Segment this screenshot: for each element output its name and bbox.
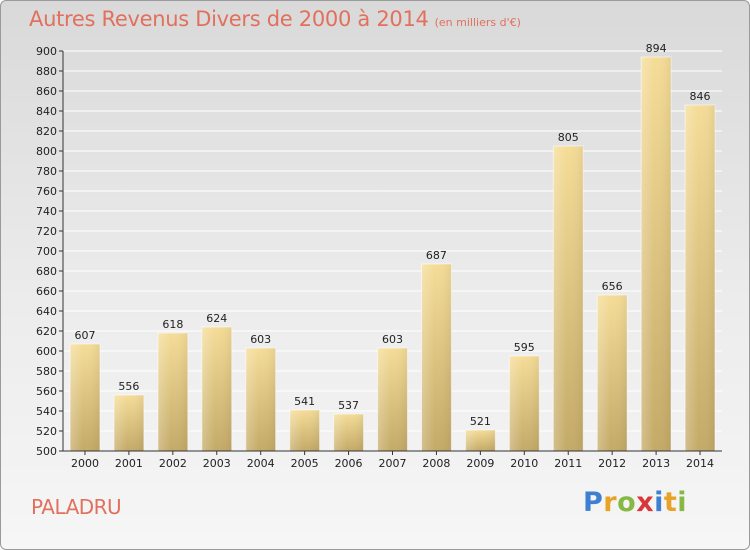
- logo-letter: t: [663, 487, 678, 518]
- bar-shine: [465, 430, 496, 451]
- chart-subtitle: (en milliers d'€): [434, 16, 521, 29]
- data-label: 687: [426, 249, 447, 262]
- bar-2007: [377, 347, 408, 452]
- y-tick-label: 580: [36, 365, 57, 378]
- x-tick-label: 2009: [466, 457, 494, 470]
- logo-letter: o: [617, 487, 637, 518]
- y-tick-label: 740: [36, 205, 57, 218]
- data-label: 894: [646, 42, 667, 55]
- data-label: 537: [338, 399, 359, 412]
- x-tick-label: 2014: [686, 457, 714, 470]
- y-tick-label: 620: [36, 325, 57, 338]
- proxiti-logo: Proxiti: [583, 487, 687, 518]
- y-tick-label: 780: [36, 165, 57, 178]
- bar-shine: [157, 333, 188, 451]
- data-label: 603: [250, 333, 271, 346]
- bar-2003: [201, 326, 233, 452]
- x-tick-label: 2013: [642, 457, 670, 470]
- data-label: 541: [294, 395, 315, 408]
- labels: 500 520 540 560 580 600 620 640 660 680 700 720 740 7…: [36, 42, 714, 470]
- bar-2006: [333, 413, 365, 452]
- bars: [69, 56, 716, 452]
- bar-2000: [69, 343, 101, 452]
- bar-shine: [641, 57, 672, 451]
- y-tick-label: 880: [36, 65, 57, 78]
- place-name: PALADRU: [31, 495, 122, 519]
- bar-shine: [333, 414, 364, 451]
- x-tick-label: 2006: [335, 457, 363, 470]
- bar-2014: [684, 104, 716, 452]
- logo-letter: P: [583, 487, 604, 518]
- data-label: 624: [206, 312, 227, 325]
- bar-shine: [201, 327, 232, 451]
- x-tick-label: 2002: [159, 457, 187, 470]
- bar-2001: [113, 394, 145, 452]
- data-label: 618: [162, 318, 183, 331]
- data-label: 607: [74, 329, 95, 342]
- bar-2011: [552, 145, 584, 452]
- y-tick-label: 680: [36, 265, 57, 278]
- bar-2004: [245, 347, 277, 452]
- data-label: 521: [470, 415, 491, 428]
- y-tick-label: 820: [36, 125, 57, 138]
- bar-shine: [377, 348, 408, 451]
- x-tick-label: 2010: [510, 457, 538, 470]
- y-tick-label: 640: [36, 305, 57, 318]
- y-tick-label: 700: [36, 245, 57, 258]
- title-row: Autres Revenus Divers de 2000 à 2014 (en …: [29, 7, 521, 31]
- axes: [59, 50, 722, 455]
- bar-2008: [420, 263, 452, 452]
- x-tick-label: 2003: [203, 457, 231, 470]
- y-tick-label: 840: [36, 105, 57, 118]
- y-tick-label: 860: [36, 85, 57, 98]
- logo-letter: i: [654, 487, 664, 518]
- x-tick-label: 2012: [598, 457, 626, 470]
- y-tick-label: 540: [36, 405, 57, 418]
- x-tick-label: 2000: [71, 457, 99, 470]
- logo-letter: r: [603, 487, 618, 518]
- x-tick-label: 2011: [554, 457, 582, 470]
- bar-shine: [113, 395, 144, 451]
- data-label: 846: [690, 90, 711, 103]
- data-label: 556: [118, 380, 139, 393]
- data-label: 595: [514, 341, 535, 354]
- data-label: 656: [602, 280, 623, 293]
- x-tick-label: 2001: [115, 457, 143, 470]
- chart-title: Autres Revenus Divers de 2000 à 2014: [29, 7, 429, 31]
- x-tick-label: 2004: [247, 457, 275, 470]
- bar-shine: [289, 410, 320, 451]
- logo-letter: x: [636, 487, 655, 518]
- bar-shine: [509, 356, 540, 451]
- bar-2002: [157, 332, 189, 452]
- logo-letter: i: [677, 487, 688, 518]
- bar-shine: [553, 146, 584, 451]
- y-tick-label: 660: [36, 285, 57, 298]
- y-tick-label: 500: [36, 445, 57, 458]
- y-tick-label: 520: [36, 425, 57, 438]
- y-tick-label: 800: [36, 145, 57, 158]
- x-tick-label: 2007: [379, 457, 407, 470]
- data-label: 603: [382, 333, 403, 346]
- bar-shine: [597, 295, 628, 451]
- bar-2010: [508, 355, 540, 452]
- bar-2005: [289, 409, 321, 452]
- data-label: 805: [558, 131, 579, 144]
- bar-shine: [421, 264, 452, 451]
- bar-shine: [685, 105, 715, 451]
- bar-2009: [464, 429, 496, 452]
- x-tick-label: 2008: [422, 457, 450, 470]
- bar-2013: [640, 56, 672, 452]
- bar-shine: [70, 344, 100, 451]
- bar-shine: [245, 348, 276, 451]
- x-tick-label: 2005: [291, 457, 319, 470]
- bar-2012: [596, 294, 628, 452]
- y-tick-label: 600: [36, 345, 57, 358]
- y-tick-label: 720: [36, 225, 57, 238]
- y-tick-label: 760: [36, 185, 57, 198]
- y-tick-label: 900: [36, 45, 57, 58]
- y-tick-label: 560: [36, 385, 57, 398]
